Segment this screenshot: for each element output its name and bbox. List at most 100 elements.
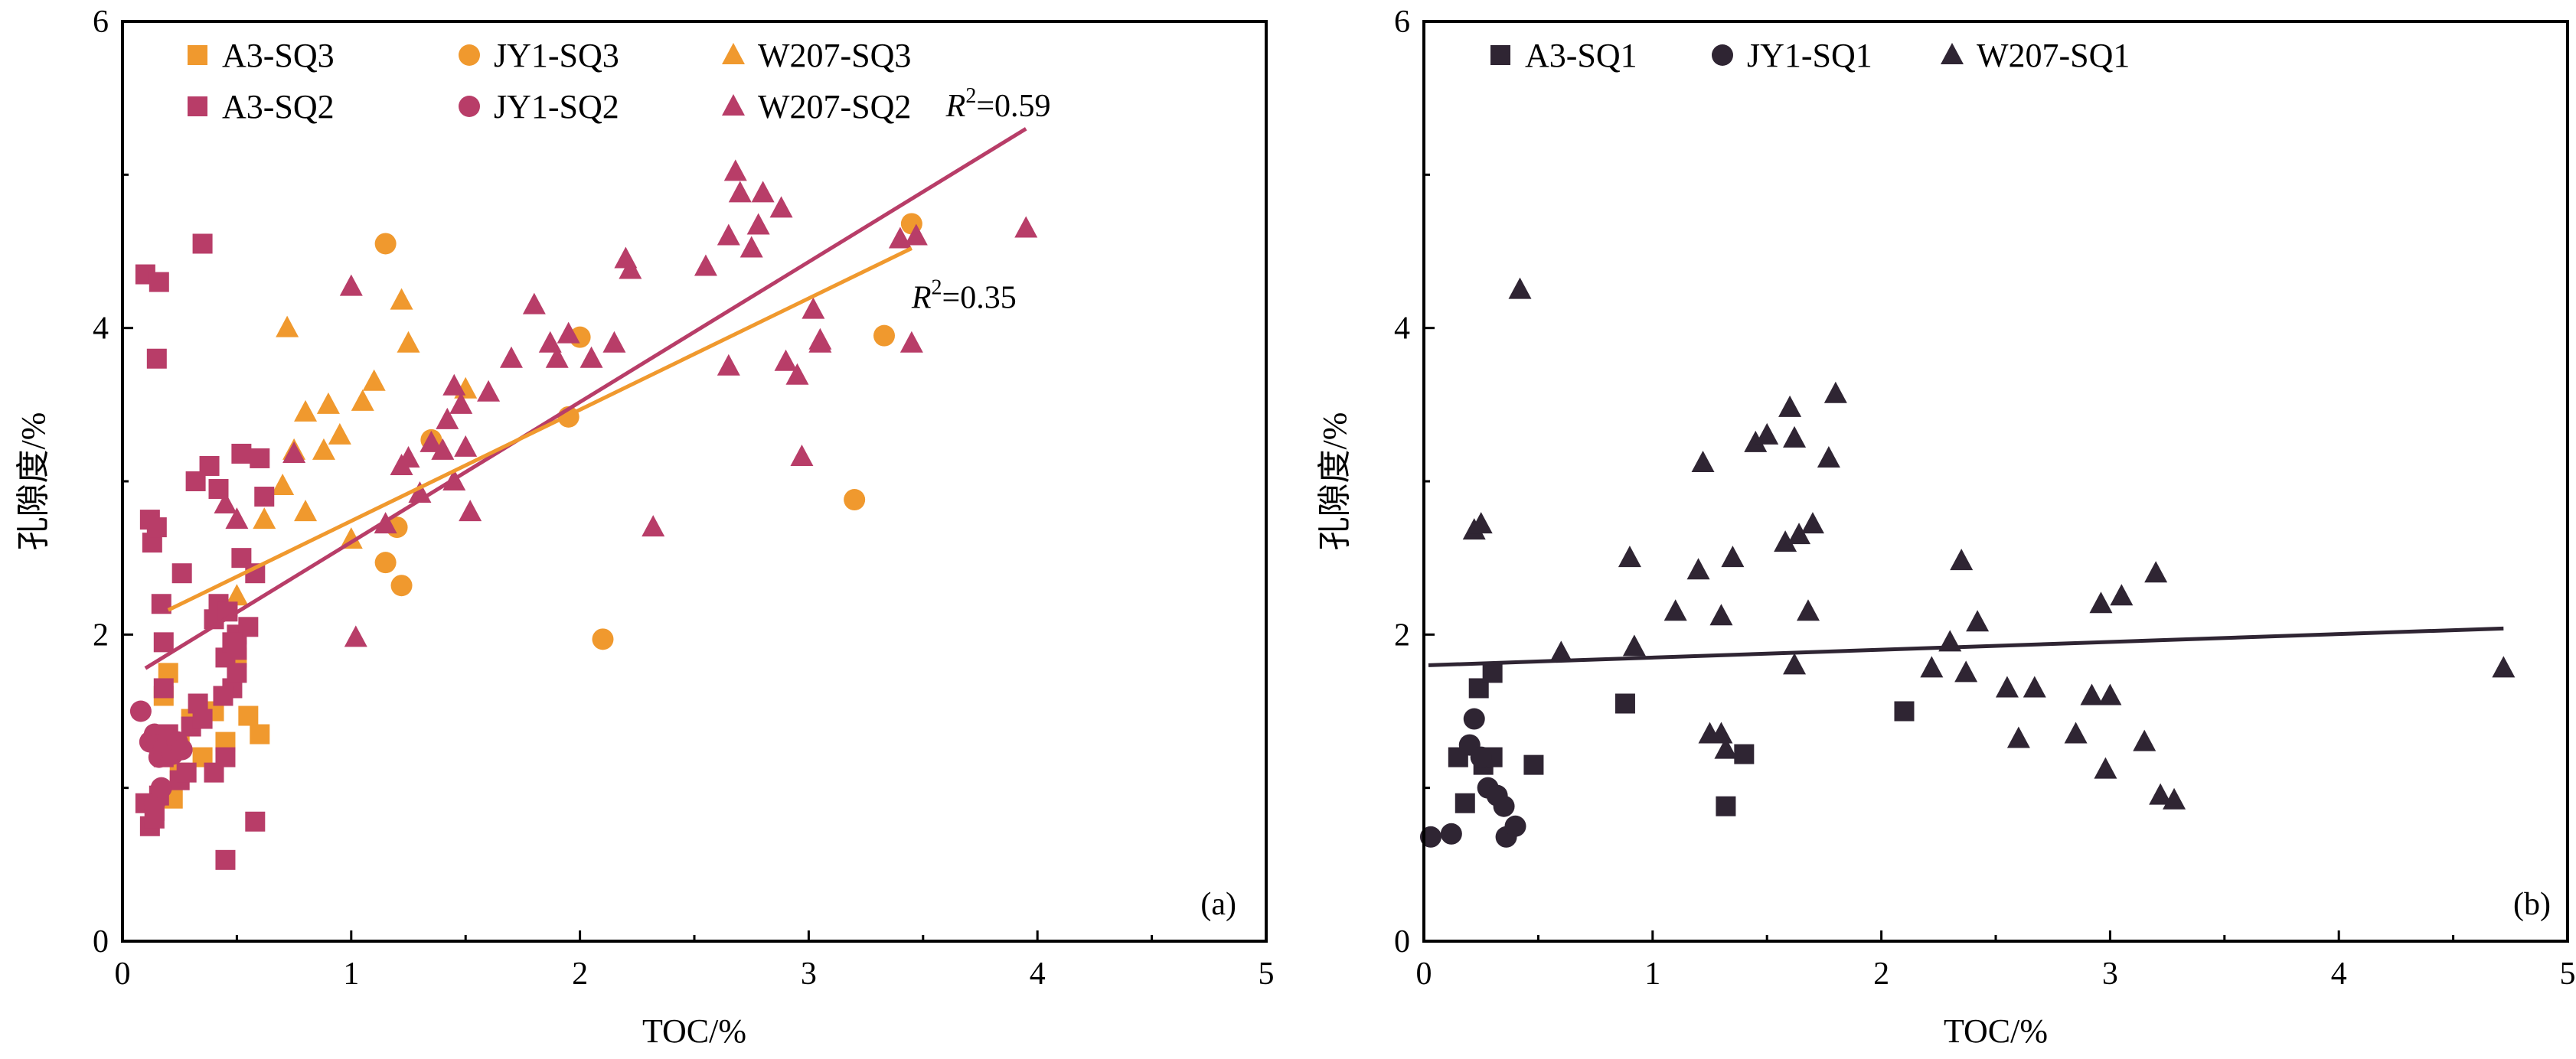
data-point bbox=[717, 354, 740, 376]
data-point bbox=[1622, 634, 1646, 657]
data-point bbox=[2064, 722, 2088, 744]
data-point bbox=[1440, 823, 1462, 845]
data-point bbox=[522, 292, 546, 314]
data-point bbox=[2149, 783, 2173, 805]
data-point bbox=[250, 448, 270, 468]
data-point bbox=[245, 811, 266, 832]
data-point bbox=[227, 640, 247, 660]
data-point bbox=[1783, 425, 1807, 448]
data-point bbox=[436, 407, 459, 429]
legend-label: A3-SQ1 bbox=[1525, 37, 1637, 74]
data-point bbox=[151, 594, 171, 614]
data-point bbox=[642, 515, 665, 537]
data-point bbox=[739, 236, 763, 258]
legend-marker bbox=[1490, 45, 1510, 65]
legend-marker bbox=[1712, 44, 1733, 66]
data-point bbox=[1493, 795, 1515, 817]
data-point bbox=[1504, 815, 1526, 837]
data-point bbox=[150, 777, 172, 799]
data-point bbox=[1686, 558, 1710, 580]
legend-marker bbox=[722, 94, 745, 116]
data-point bbox=[873, 324, 896, 347]
data-point bbox=[1463, 708, 1485, 730]
data-point bbox=[888, 226, 912, 249]
data-point bbox=[1470, 746, 1492, 768]
data-point bbox=[790, 444, 814, 466]
data-point bbox=[1482, 663, 1503, 683]
data-point bbox=[1549, 640, 1573, 663]
data-point bbox=[344, 625, 367, 647]
data-point bbox=[231, 443, 252, 464]
plot-area-b: 0 1 2 3 4 5 0 2 4 6 bbox=[1394, 5, 2576, 992]
panel-a-ylabel: 孔隙度/% bbox=[15, 412, 52, 551]
data-point bbox=[1783, 653, 1807, 675]
data-point bbox=[397, 331, 420, 353]
data-point bbox=[602, 331, 626, 353]
data-point bbox=[538, 331, 562, 353]
data-point bbox=[2110, 584, 2134, 606]
data-point bbox=[717, 223, 740, 246]
data-point bbox=[238, 705, 259, 726]
data-point bbox=[449, 392, 473, 414]
legend-marker bbox=[188, 45, 207, 65]
data-point bbox=[454, 435, 478, 457]
data-point bbox=[2006, 726, 2030, 748]
x-tick-label: 1 bbox=[343, 956, 359, 992]
data-point bbox=[808, 331, 832, 353]
data-point bbox=[1823, 381, 1847, 403]
data-point bbox=[390, 575, 413, 597]
data-point bbox=[362, 369, 386, 391]
y-tick-label: 2 bbox=[1394, 617, 1410, 653]
r-squared-label: R2=0.35 bbox=[911, 276, 1017, 316]
data-point bbox=[192, 233, 213, 254]
data-point bbox=[619, 257, 642, 279]
x-tick-label: 2 bbox=[1873, 956, 1889, 992]
x-tick-label: 5 bbox=[2560, 956, 2576, 992]
legend-label: JY1-SQ3 bbox=[494, 37, 619, 74]
legend-label: W207-SQ1 bbox=[1977, 37, 2130, 74]
x-tick-label: 4 bbox=[1030, 956, 1046, 992]
legend-marker bbox=[188, 96, 207, 116]
legend-label: W207-SQ2 bbox=[758, 88, 911, 125]
data-point bbox=[374, 233, 397, 255]
data-point bbox=[592, 628, 614, 650]
data-point bbox=[254, 487, 275, 507]
x-tick-label: 0 bbox=[115, 956, 131, 992]
data-point bbox=[1663, 599, 1687, 621]
data-point bbox=[153, 678, 174, 699]
data-point bbox=[227, 663, 247, 683]
data-point bbox=[253, 507, 276, 530]
data-point bbox=[728, 181, 752, 203]
panel-b-ylabel: 孔隙度/% bbox=[1316, 412, 1353, 551]
data-point bbox=[1778, 395, 1802, 417]
data-point bbox=[1614, 693, 1635, 714]
data-point bbox=[312, 438, 335, 460]
legend-label: A3-SQ2 bbox=[222, 88, 335, 125]
data-point bbox=[2023, 676, 2046, 698]
legend-label: W207-SQ3 bbox=[758, 37, 911, 74]
panel-b-label: (b) bbox=[2513, 887, 2551, 922]
data-point bbox=[2144, 561, 2168, 583]
data-point bbox=[769, 196, 793, 218]
data-point bbox=[785, 363, 809, 385]
x-tick-label: 3 bbox=[2102, 956, 2118, 992]
data-point bbox=[442, 373, 466, 396]
y-tick-label: 0 bbox=[93, 924, 109, 960]
data-point bbox=[176, 762, 197, 783]
data-point bbox=[316, 392, 340, 414]
data-point bbox=[1714, 737, 1738, 759]
data-point bbox=[185, 471, 206, 491]
data-point bbox=[1721, 546, 1745, 568]
x-tick-label: 4 bbox=[2331, 956, 2347, 992]
data-point bbox=[339, 274, 363, 296]
panel-b: 0 1 2 3 4 5 0 2 4 6 (b) TOC/% 孔隙度/% A3-SQ1 JY1-SQ1… bbox=[1316, 5, 2576, 1050]
data-point bbox=[294, 500, 318, 522]
data-point bbox=[339, 527, 363, 549]
data-point bbox=[557, 321, 580, 344]
y-tick-label: 4 bbox=[1394, 311, 1410, 347]
data-point bbox=[374, 552, 397, 574]
data-point bbox=[1801, 512, 1824, 534]
legend-label: JY1-SQ1 bbox=[1747, 37, 1872, 74]
data-point bbox=[2089, 591, 2113, 614]
data-point bbox=[294, 399, 318, 422]
